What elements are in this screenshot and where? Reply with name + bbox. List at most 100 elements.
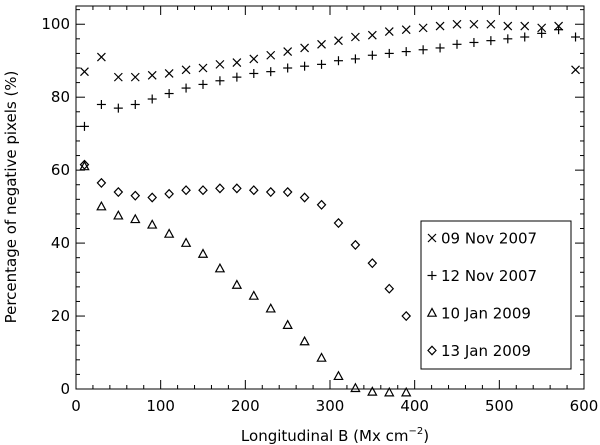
x-axis-label: Longitudinal B (Mx cm−2) — [241, 426, 429, 445]
y-tick-label: 40 — [51, 234, 70, 252]
data-point-plus — [113, 103, 123, 113]
data-point-x — [571, 65, 580, 75]
data-point-x — [232, 58, 242, 67]
data-point-plus — [486, 36, 496, 46]
data-point-x — [130, 72, 140, 82]
data-point-x — [147, 70, 157, 80]
data-point-triangle — [367, 386, 378, 396]
y-tick-label: 60 — [51, 161, 70, 179]
data-point-plus — [147, 94, 157, 104]
data-point-diamond — [232, 183, 242, 194]
data-point-diamond — [164, 188, 174, 199]
series-x — [80, 19, 580, 82]
data-point-x — [384, 27, 394, 36]
data-point-diamond — [147, 192, 158, 203]
x-tick-label: 300 — [316, 397, 345, 415]
x-tick-label: 200 — [231, 397, 260, 415]
data-point-plus — [79, 121, 89, 131]
data-point-diamond — [79, 159, 90, 170]
data-point-diamond — [282, 186, 293, 198]
data-point-plus — [520, 32, 530, 42]
legend-entry: 12 Nov 2007 — [441, 267, 537, 285]
data-point-diamond — [181, 185, 191, 196]
data-point-triangle — [214, 262, 226, 273]
data-point-x — [334, 36, 343, 46]
data-point-triangle — [282, 319, 293, 329]
data-point-triangle — [231, 279, 243, 289]
data-point-plus — [401, 47, 411, 57]
data-point-x — [350, 32, 360, 42]
data-point-triangle — [316, 352, 327, 362]
data-point-plus — [418, 45, 428, 55]
data-point-x — [486, 19, 496, 29]
data-point-x — [367, 30, 377, 40]
data-point-triangle — [197, 248, 209, 258]
data-point-x — [198, 63, 208, 73]
data-point-plus — [249, 68, 259, 78]
data-point-x — [164, 69, 174, 78]
legend-marker-diamond — [427, 345, 437, 356]
y-tick-label: 0 — [60, 380, 70, 398]
data-point-plus — [367, 50, 377, 60]
x-axis-label-sup: −2 — [408, 426, 423, 437]
data-point-diamond — [384, 283, 395, 294]
data-point-x — [283, 47, 293, 57]
data-point-x — [520, 21, 530, 31]
legend-entry: 09 Nov 2007 — [441, 230, 537, 248]
data-point-diamond — [198, 185, 208, 196]
data-point-diamond — [113, 186, 124, 198]
data-point-plus — [300, 61, 310, 71]
data-point-diamond — [350, 239, 361, 250]
data-point-x — [249, 54, 259, 64]
data-point-triangle — [180, 237, 192, 247]
x-tick-label: 400 — [400, 397, 429, 415]
data-point-x — [537, 23, 547, 33]
data-point-plus — [537, 28, 547, 38]
data-point-plus — [266, 67, 276, 77]
data-point-triangle — [96, 200, 107, 211]
data-point-triangle — [384, 386, 395, 397]
data-point-x — [452, 19, 462, 29]
data-point-plus — [198, 79, 208, 89]
y-axis-label: Percentage of negative pixels (%) — [2, 71, 20, 324]
y-tick-label: 100 — [41, 15, 70, 33]
series-diamond — [79, 159, 412, 322]
data-point-x — [317, 39, 326, 49]
data-point-diamond — [215, 183, 225, 194]
data-point-plus — [283, 63, 293, 73]
data-point-x — [181, 65, 191, 75]
legend-box — [420, 220, 572, 370]
data-point-diamond — [367, 258, 378, 269]
data-point-plus — [317, 59, 327, 69]
data-point-x — [401, 25, 411, 35]
y-tick-label: 80 — [51, 88, 70, 106]
data-point-plus — [384, 48, 394, 58]
data-point-diamond — [401, 310, 412, 322]
data-point-x — [418, 23, 428, 33]
data-point-triangle — [299, 335, 310, 346]
data-point-triangle — [265, 302, 276, 313]
axis-ticks — [75, 6, 585, 390]
data-point-plus — [96, 99, 106, 109]
data-point-plus — [503, 34, 513, 44]
y-tick-label: 20 — [51, 307, 70, 325]
data-point-diamond — [299, 192, 310, 203]
legend-entry: 13 Jan 2009 — [441, 342, 531, 360]
x-axis-label-main: Longitudinal B (Mx cm — [241, 427, 409, 445]
data-point-plus — [164, 89, 174, 99]
data-point-plus — [333, 56, 343, 66]
legend-marker-triangle — [426, 307, 438, 317]
data-point-triangle — [146, 219, 158, 229]
legend: 09 Nov 2007 12 Nov 2007 10 Jan 2009 13 Jan … — [420, 220, 572, 370]
data-point-x — [469, 19, 479, 29]
data-point-triangle — [163, 228, 175, 238]
data-point-triangle — [248, 290, 260, 300]
data-point-triangle — [333, 370, 344, 381]
data-point-diamond — [265, 186, 276, 198]
legend-entry: 10 Jan 2009 — [441, 305, 531, 323]
x-tick-label: 600 — [570, 397, 599, 415]
x-tick-label: 100 — [146, 397, 175, 415]
data-point-diamond — [248, 185, 259, 196]
data-points — [79, 19, 581, 397]
data-point-plus — [130, 99, 140, 109]
